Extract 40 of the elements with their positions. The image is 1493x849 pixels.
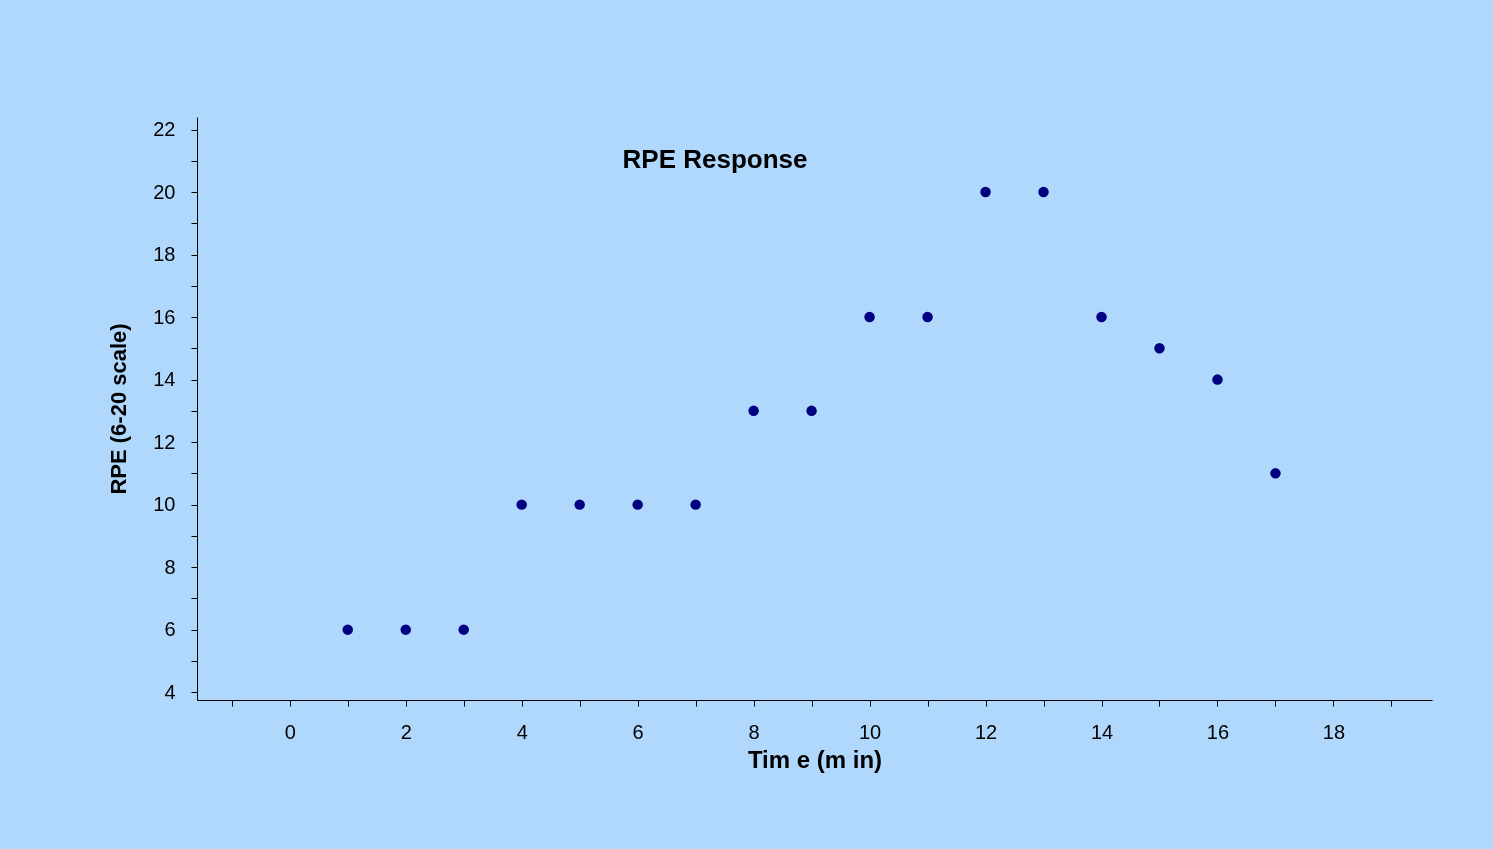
x-tick-label: 0 — [284, 720, 296, 743]
point — [1038, 186, 1049, 198]
point — [806, 405, 817, 417]
point — [342, 624, 353, 635]
y-tick-label: 10 — [153, 493, 176, 516]
point — [632, 499, 643, 510]
y-tick-label: 8 — [164, 555, 176, 578]
point — [1154, 343, 1165, 354]
point — [516, 499, 527, 510]
y-tick-label: 18 — [153, 243, 176, 266]
x-tick-label: 2 — [400, 720, 412, 743]
point — [1270, 468, 1281, 479]
point — [748, 405, 759, 417]
point — [922, 311, 933, 323]
y-tick-label: 14 — [153, 368, 176, 391]
x-tick-label: 6 — [632, 720, 644, 743]
y-axis-title: RPE (6-20 scale) — [106, 323, 132, 495]
x-tick-label: 8 — [748, 720, 760, 743]
y-tick-label: 6 — [164, 618, 176, 641]
point — [980, 186, 991, 198]
text: RPE Response — [622, 144, 808, 174]
y-tick-label: 20 — [153, 180, 176, 203]
x-tick-label: 10 — [858, 720, 882, 743]
x-tick-label: 16 — [1206, 720, 1230, 743]
point — [1096, 311, 1107, 323]
x-tick-label: 4 — [516, 720, 528, 743]
y-tick-label: 12 — [153, 430, 176, 453]
point — [574, 499, 585, 510]
point — [864, 311, 875, 323]
x-tick-label: 12 — [974, 720, 998, 743]
x-tick-label: 18 — [1322, 720, 1346, 743]
y-tick-label: 16 — [153, 305, 176, 328]
point — [400, 624, 411, 635]
y-tick-label: 22 — [153, 118, 176, 140]
y-tick-label: 4 — [164, 680, 176, 703]
x-axis-title: Tim e (m in) — [747, 745, 883, 773]
point — [458, 624, 469, 635]
point — [1212, 374, 1223, 385]
point — [690, 499, 701, 510]
x-tick-label: 14 — [1090, 720, 1114, 743]
